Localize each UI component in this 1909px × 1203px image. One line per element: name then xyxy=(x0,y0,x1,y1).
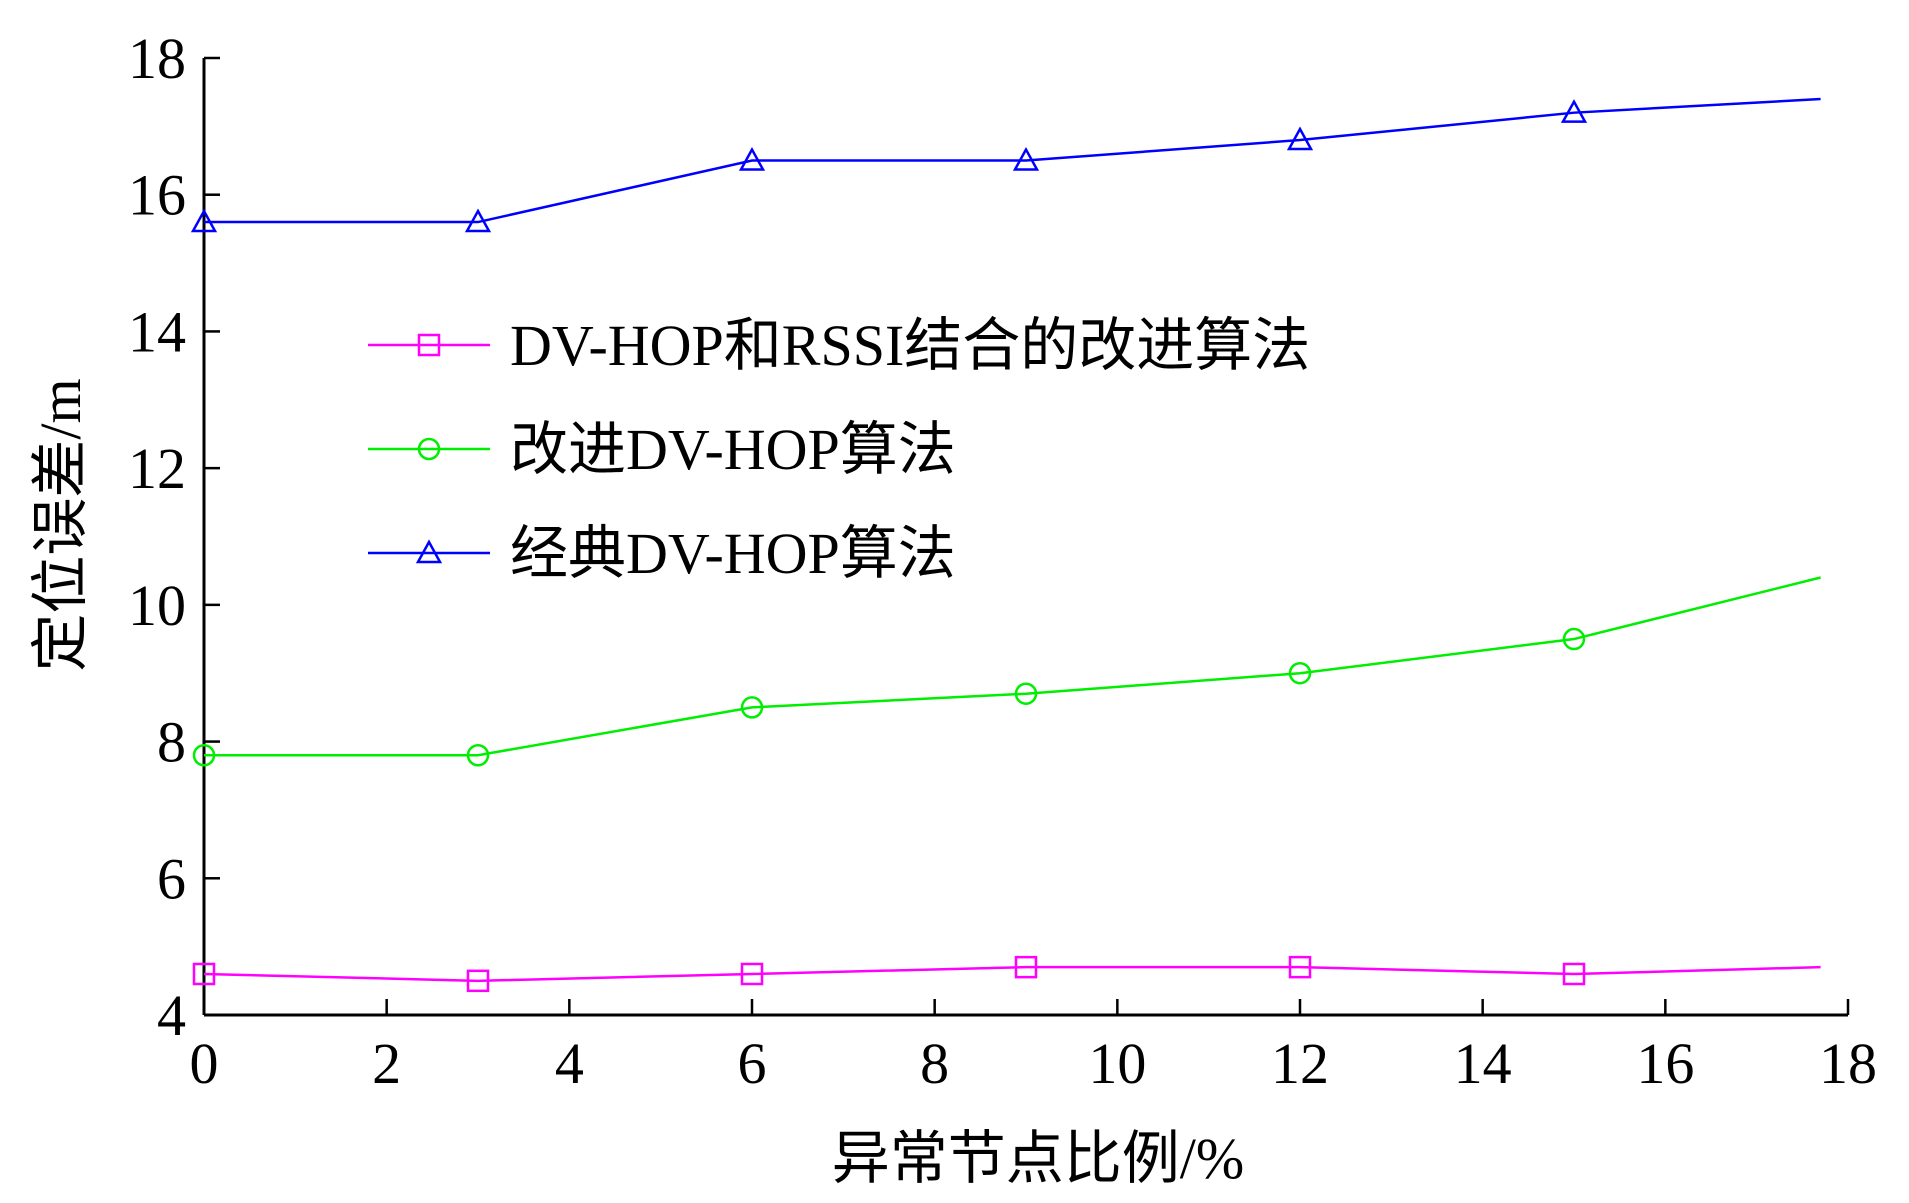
series-layer xyxy=(190,97,1821,993)
data-point xyxy=(1012,146,1040,171)
legend-marker xyxy=(417,333,441,357)
y-tick-label: 16 xyxy=(128,163,186,228)
y-tick-label: 10 xyxy=(128,573,186,638)
data-point xyxy=(466,969,490,993)
x-tick-label: 10 xyxy=(1088,1031,1146,1096)
data-point xyxy=(464,208,492,233)
x-tick-label: 14 xyxy=(1454,1031,1512,1096)
data-point xyxy=(1560,99,1588,123)
series-line xyxy=(204,97,1821,224)
data-point xyxy=(740,962,764,986)
legend-item: DV-HOP和RSSI结合的改进算法 xyxy=(368,313,1310,378)
x-tick-label: 2 xyxy=(372,1031,401,1096)
series-line xyxy=(203,965,1821,983)
legend-label: 经典DV-HOP算法 xyxy=(510,521,956,586)
data-point xyxy=(1286,126,1314,151)
x-tick-label: 12 xyxy=(1271,1031,1329,1096)
legend-marker xyxy=(417,437,441,461)
data-point xyxy=(190,208,218,233)
axes: 0 2 4 6 8 10 12 14 16 18 4 6 8 10 12 14 16 18 xyxy=(128,26,1877,1096)
series-line xyxy=(204,576,1821,757)
series-square xyxy=(192,955,1821,993)
legend-label: DV-HOP和RSSI结合的改进算法 xyxy=(510,313,1310,378)
x-tick-label: 6 xyxy=(738,1031,767,1096)
data-point xyxy=(1562,962,1586,986)
data-point xyxy=(1288,661,1312,685)
x-tick-label: 0 xyxy=(190,1031,219,1096)
y-tick-label: 6 xyxy=(157,846,186,911)
legend-marker xyxy=(415,539,443,564)
data-point xyxy=(1014,955,1038,979)
x-tick-label: 16 xyxy=(1636,1031,1694,1096)
x-tick-label: 18 xyxy=(1819,1031,1877,1096)
series-triangle xyxy=(190,97,1821,233)
data-point xyxy=(738,146,766,171)
x-tick-label: 8 xyxy=(920,1031,949,1096)
y-tick-label: 18 xyxy=(128,26,186,91)
legend-label: 改进DV-HOP算法 xyxy=(510,417,956,482)
y-tick-label: 14 xyxy=(128,299,186,364)
x-axis-title: 异常节点比例/% xyxy=(832,1126,1244,1191)
data-point xyxy=(1014,682,1038,705)
data-point xyxy=(1288,955,1312,979)
series-circle xyxy=(192,576,1821,767)
legend-item: 经典DV-HOP算法 xyxy=(368,521,956,586)
data-point xyxy=(192,743,216,767)
x-tick-label: 4 xyxy=(555,1031,584,1096)
y-tick-label: 4 xyxy=(157,983,186,1048)
y-tick-label: 8 xyxy=(157,710,186,775)
y-axis-title: 定位误差/m xyxy=(28,378,93,671)
data-point xyxy=(192,962,216,986)
data-point xyxy=(466,743,490,767)
data-point xyxy=(1562,627,1586,651)
data-point xyxy=(740,696,764,719)
legend-item: 改进DV-HOP算法 xyxy=(368,417,956,482)
y-tick-label: 12 xyxy=(128,436,186,501)
